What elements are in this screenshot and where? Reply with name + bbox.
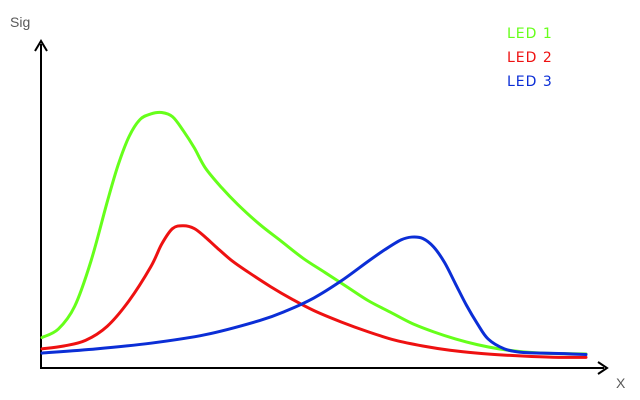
- series-layer: [40, 110, 588, 359]
- legend-entry-led-3: LED 3: [507, 74, 553, 90]
- series-line-led-1: [40, 110, 588, 356]
- series-line-led-2: [40, 224, 588, 359]
- legend-entry-led-2: LED 2: [507, 50, 553, 66]
- x-axis-label: X: [616, 375, 626, 391]
- y-axis-arrowhead: [34, 39, 48, 52]
- legend-entry-led-1: LED 1: [507, 26, 553, 42]
- x-axis-arrowhead: [597, 361, 609, 375]
- y-axis-label: Sig: [10, 14, 30, 30]
- axes: Sig X: [10, 14, 626, 391]
- legend: LED 1 LED 2 LED 3: [507, 26, 553, 90]
- series-line-led-3: [40, 235, 588, 357]
